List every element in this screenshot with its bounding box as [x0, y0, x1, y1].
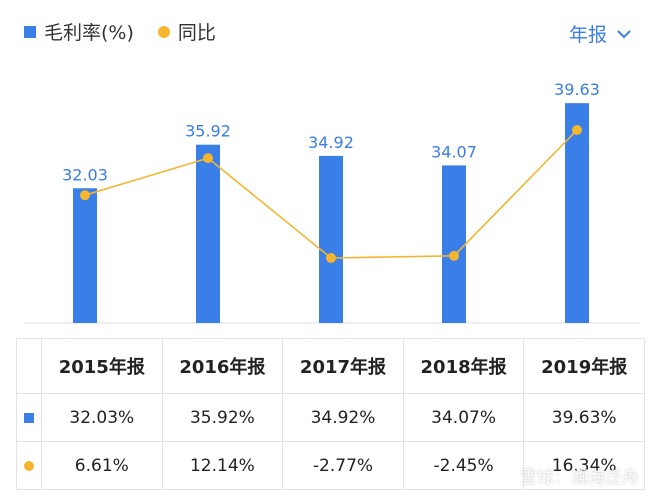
bar-2019年报 [565, 103, 589, 323]
table-cell: 39.63% [523, 393, 645, 442]
bar-2016年报 [196, 144, 220, 323]
yoy-point-2016年报 [203, 153, 213, 164]
table-header-cell: 2019年报 [523, 338, 645, 394]
yoy-point-2018年报 [449, 250, 459, 261]
table-header-cell: 2015年报 [41, 338, 163, 394]
line-series-marker-icon [24, 460, 34, 471]
gross-margin-chart: 32.03 35.92 34.92 34.07 39.63 [24, 80, 640, 324]
table-row-marker [16, 393, 42, 442]
table-cell: 35.92% [161, 393, 284, 442]
data-table: 2015年报 2016年报 2017年报 2018年报 2019年报 32.03… [16, 338, 645, 490]
table-cell: 16.34% [523, 441, 645, 490]
table-cell: -2.77% [282, 441, 404, 490]
table-row-marker [16, 441, 42, 490]
bar-data-label: 34.92 [308, 133, 354, 152]
period-selector[interactable]: 年报 [569, 20, 631, 47]
table-cell: 6.61% [41, 441, 163, 490]
bar-data-label: 39.63 [554, 80, 600, 99]
chevron-down-icon [617, 29, 631, 38]
table-header-cell: 2018年报 [402, 338, 525, 394]
bar-series-marker-icon [24, 412, 34, 423]
legend-item-yoy[interactable]: 同比 [157, 18, 216, 45]
table-cell: -2.45% [402, 441, 525, 490]
bar-series-swatch-icon [24, 25, 36, 38]
table-cell: 34.92% [282, 393, 404, 442]
legend-label-gross-margin: 毛利率(%) [44, 22, 134, 44]
table-cell: 32.03% [41, 393, 163, 442]
watermark: 雪球：湎海泛舟 [520, 468, 639, 488]
bar-2015年报 [73, 188, 97, 323]
bar-2017年报 [319, 155, 343, 323]
legend-item-gross-margin[interactable]: 毛利率(%) [24, 18, 134, 45]
table-cell: 34.07% [402, 393, 525, 442]
table-corner-cell [16, 338, 42, 394]
yoy-point-2017年报 [326, 253, 336, 263]
period-selector-label: 年报 [568, 24, 607, 46]
chart-legend: 毛利率(%) 同比 [24, 18, 240, 45]
legend-label-yoy: 同比 [177, 22, 216, 44]
bar-data-label: 34.07 [431, 142, 477, 161]
yoy-point-2015年报 [80, 190, 90, 201]
bar-2018年报 [442, 165, 466, 323]
table-row-yoy: 6.61% 12.14% -2.77% -2.45% 16.34% [16, 441, 645, 490]
table-header-cell: 2016年报 [161, 338, 284, 394]
bar-data-label: 32.03 [62, 165, 108, 184]
table-header-cell: 2017年报 [282, 338, 404, 394]
line-series-dot-icon [157, 25, 170, 38]
table-cell: 12.14% [161, 441, 284, 490]
yoy-point-2019年报 [572, 125, 582, 135]
table-row-gross-margin: 32.03% 35.92% 34.92% 34.07% 39.63% [16, 393, 645, 442]
bar-data-label: 35.92 [185, 122, 231, 141]
table-header-row: 2015年报 2016年报 2017年报 2018年报 2019年报 [16, 338, 645, 394]
